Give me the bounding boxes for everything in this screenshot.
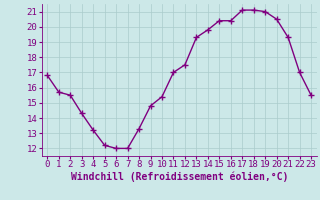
X-axis label: Windchill (Refroidissement éolien,°C): Windchill (Refroidissement éolien,°C)	[70, 172, 288, 182]
